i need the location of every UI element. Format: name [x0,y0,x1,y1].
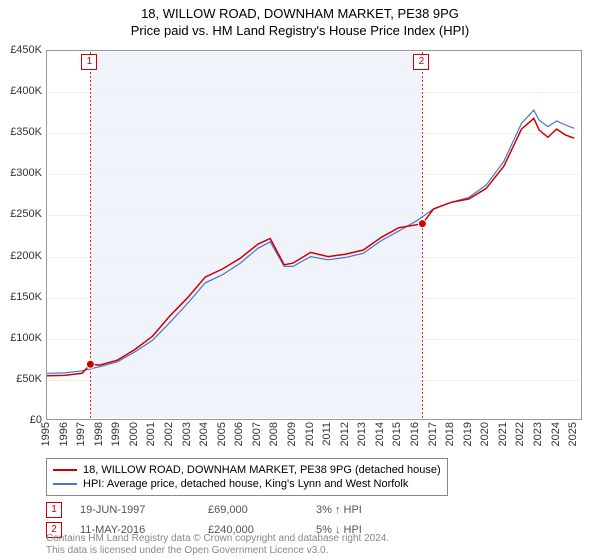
chart-area: £0£50K£100K£150K£200K£250K£300K£350K£400… [46,50,582,420]
transaction-date: 19-JUN-1997 [80,504,190,516]
chart-svg [47,51,583,421]
transaction-delta: 3% ↑ HPI [316,504,362,516]
chart-subtitle: Price paid vs. HM Land Registry's House … [0,21,600,38]
footer: Contains HM Land Registry data © Crown c… [46,533,389,557]
legend-item: HPI: Average price, detached house, King… [53,477,441,491]
chart-title: 18, WILLOW ROAD, DOWNHAM MARKET, PE38 9P… [0,0,600,21]
legend-item: 18, WILLOW ROAD, DOWNHAM MARKET, PE38 9P… [53,463,441,477]
footer-line: Contains HM Land Registry data © Crown c… [46,533,389,545]
legend-swatch [53,469,77,471]
plot-region [46,50,582,420]
transaction-marker: 1 [46,502,62,518]
legend-swatch [53,483,77,485]
legend: 18, WILLOW ROAD, DOWNHAM MARKET, PE38 9P… [46,458,448,496]
legend-label: 18, WILLOW ROAD, DOWNHAM MARKET, PE38 9P… [83,464,441,476]
legend-label: HPI: Average price, detached house, King… [83,478,408,490]
chart-container: 18, WILLOW ROAD, DOWNHAM MARKET, PE38 9P… [0,0,600,560]
footer-line: This data is licensed under the Open Gov… [46,545,389,557]
transaction-row: 1 19-JUN-1997 £69,000 3% ↑ HPI [46,500,362,520]
transaction-price: £69,000 [208,504,298,516]
